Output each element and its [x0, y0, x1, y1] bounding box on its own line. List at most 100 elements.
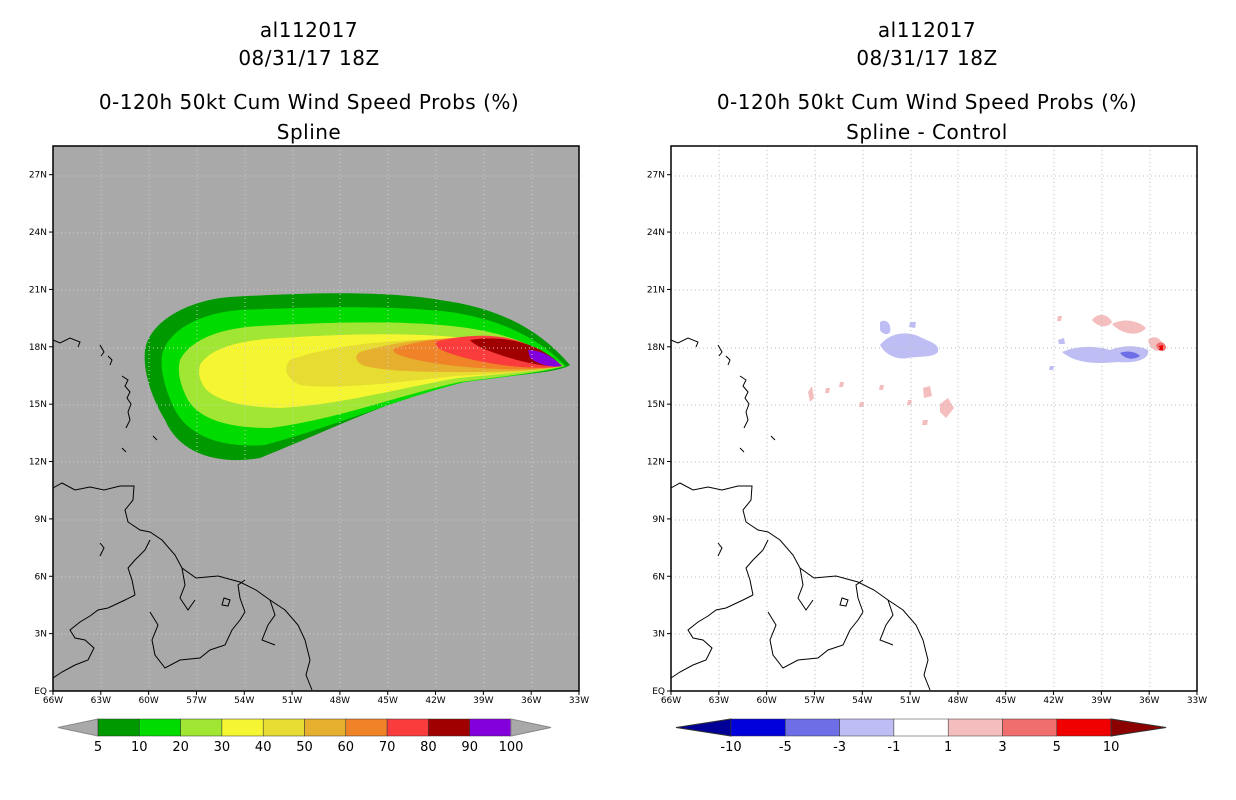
y-axis-ticks: EQ 3N 6N 9N 12N 15N 18N 21N 24N 27N [647, 171, 671, 697]
y-tick-label: 24N [29, 228, 47, 238]
neg-diff-area [880, 320, 891, 335]
colorbar-label: 5 [1053, 740, 1061, 755]
x-tick-label: 63W [91, 696, 111, 706]
x-tick-label: 54W [852, 696, 872, 706]
colorbar-swatch [97, 718, 140, 737]
subtitle: Spline - Control [846, 120, 1008, 144]
colorbar-low-arrow [675, 718, 732, 737]
neg-diff-area [909, 322, 916, 328]
pos-diff-area [808, 386, 814, 402]
neg-diff-area [880, 333, 939, 359]
colorbar: 5 10 20 30 40 50 60 70 80 90 100 [57, 718, 552, 755]
colorbar-swatch [386, 718, 429, 737]
neg-diff-area [1058, 338, 1065, 344]
left-map-svg: EQ 3N 6N 9N 12N 15N 18N 21N 24N 27N 66W 63W 60W 57W 5… [29, 145, 589, 755]
storm-id: al112017 [259, 18, 359, 42]
colorbar-swatch [345, 718, 388, 737]
x-tick-label: 51W [282, 696, 302, 706]
colorbar-swatch [785, 718, 840, 737]
x-tick-label: 54W [234, 696, 254, 706]
colorbar-label: 3 [998, 740, 1006, 755]
x-tick-label: 33W [1187, 696, 1207, 706]
colorbar-high-arrow [1110, 718, 1167, 737]
colorbar-swatch [428, 718, 470, 737]
x-tick-label: 39W [473, 696, 493, 706]
x-tick-label: 66W [661, 696, 681, 706]
y-tick-label: 21N [647, 285, 665, 295]
pos-diff-area [940, 398, 954, 418]
neg-diff-area-strong [1120, 351, 1140, 359]
x-tick-label: 36W [1139, 696, 1159, 706]
colorbar-label: 10 [131, 740, 148, 755]
right-map-svg: EQ 3N 6N 9N 12N 15N 18N 21N 24N 27N 66W 63W 60W 57W 5… [647, 145, 1207, 755]
colorbar-swatch [469, 718, 512, 737]
y-tick-label: 3N [35, 630, 47, 640]
subtitle: Spline [276, 120, 342, 144]
y-tick-label: EQ [652, 687, 665, 697]
colorbar-label: -3 [833, 740, 846, 755]
colorbar-label: 5 [94, 740, 102, 755]
product-title: 0-120h 50kt Cum Wind Speed Probs (%) [716, 90, 1138, 114]
colorbar-label: 60 [338, 740, 355, 755]
x-axis-ticks: 66W 63W 60W 57W 54W 51W 48W 45W 42W 39W 36W 33W [43, 691, 589, 706]
y-tick-label: 24N [647, 228, 665, 238]
x-tick-label: 60W [756, 696, 776, 706]
y-tick-label: 18N [647, 343, 665, 353]
probability-swath [144, 293, 570, 461]
colorbar-label: -1 [887, 740, 900, 755]
x-tick-label: 60W [138, 696, 158, 706]
map-background [671, 146, 1197, 691]
colorbar-swatch [947, 718, 1003, 737]
left-map-panel: al112017 08/31/17 18Z 0-120h 50kt Cum Wi… [29, 18, 589, 755]
colorbar-swatch [730, 718, 786, 737]
colorbar-label: 50 [296, 740, 313, 755]
datetime: 08/31/17 18Z [238, 46, 380, 70]
y-tick-label: 18N [29, 343, 47, 353]
x-tick-label: 63W [709, 696, 729, 706]
colorbar-label: -10 [720, 740, 741, 755]
colorbar-high-arrow [510, 718, 552, 737]
colorbar-swatch [139, 718, 181, 737]
neg-diff-area [1062, 346, 1149, 363]
y-tick-label: EQ [34, 687, 47, 697]
storm-id: al112017 [877, 18, 977, 42]
colorbar: -10 -5 -3 -1 1 3 5 10 [675, 718, 1167, 755]
y-tick-label: 12N [29, 458, 47, 468]
pos-diff-area [1057, 316, 1062, 321]
x-tick-label: 45W [378, 696, 398, 706]
colorbar-label: 10 [1103, 740, 1120, 755]
map-frame [52, 145, 580, 692]
y-tick-label: 27N [29, 171, 47, 181]
colorbar-low-arrow [57, 718, 99, 737]
y-tick-label: 27N [647, 171, 665, 181]
coastlines [670, 337, 931, 691]
colorbar-swatch [221, 718, 264, 737]
colorbar-swatch [180, 718, 223, 737]
y-tick-label: 9N [653, 515, 665, 525]
colorbar-swatch [304, 718, 347, 737]
x-tick-label: 57W [804, 696, 824, 706]
pos-diff-area [825, 388, 830, 393]
colorbar-label: 80 [420, 740, 437, 755]
y-tick-label: 9N [35, 515, 47, 525]
y-axis-ticks: EQ 3N 6N 9N 12N 15N 18N 21N 24N 27N [29, 171, 53, 697]
colorbar-swatch [1056, 718, 1112, 737]
neg-diff-area [1049, 366, 1054, 370]
colorbar-label: 20 [172, 740, 189, 755]
x-tick-label: 39W [1091, 696, 1111, 706]
colorbar-swatch [262, 718, 305, 737]
gridlines [671, 146, 1197, 691]
x-axis-ticks: 66W 63W 60W 57W 54W 51W 48W 45W 42W 39W 36W 33W [661, 691, 1207, 706]
y-tick-label: 6N [35, 572, 47, 582]
colorbar-label: 70 [379, 740, 396, 755]
x-tick-label: 57W [186, 696, 206, 706]
right-map-panel: al112017 08/31/17 18Z 0-120h 50kt Cum Wi… [618, 0, 1236, 800]
datetime: 08/31/17 18Z [856, 46, 998, 70]
gridlines [53, 146, 579, 691]
colorbar-label: 40 [255, 740, 272, 755]
pos-diff-area [839, 382, 844, 387]
x-tick-label: 42W [1043, 696, 1063, 706]
product-title: 0-120h 50kt Cum Wind Speed Probs (%) [98, 90, 520, 114]
pos-diff-area [1092, 314, 1112, 327]
y-tick-label: 21N [29, 285, 47, 295]
